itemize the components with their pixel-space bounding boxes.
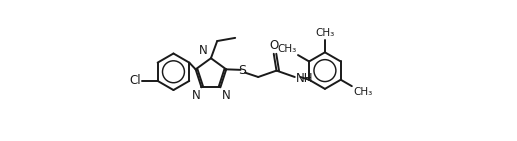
- Text: N: N: [222, 89, 231, 102]
- Text: CH₃: CH₃: [315, 28, 334, 38]
- Text: CH₃: CH₃: [278, 44, 297, 54]
- Text: NH: NH: [296, 71, 313, 84]
- Text: N: N: [199, 44, 208, 57]
- Text: S: S: [238, 64, 246, 77]
- Text: CH₃: CH₃: [353, 87, 372, 97]
- Text: N: N: [191, 89, 200, 102]
- Text: O: O: [269, 39, 278, 52]
- Text: Cl: Cl: [129, 74, 141, 87]
